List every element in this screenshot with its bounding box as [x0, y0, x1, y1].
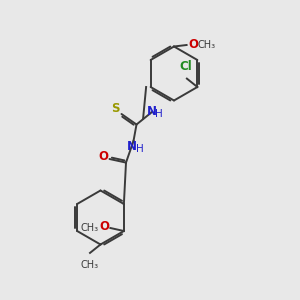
Text: N: N — [127, 140, 137, 154]
Text: CH₃: CH₃ — [81, 223, 99, 233]
Text: O: O — [99, 220, 109, 233]
Text: N: N — [147, 105, 157, 119]
Text: H: H — [155, 109, 163, 119]
Text: O: O — [188, 38, 198, 52]
Text: Cl: Cl — [179, 60, 192, 73]
Text: CH₃: CH₃ — [198, 40, 216, 50]
Text: S: S — [111, 102, 119, 115]
Text: CH₃: CH₃ — [81, 260, 99, 269]
Text: H: H — [136, 144, 143, 154]
Text: O: O — [98, 150, 108, 163]
